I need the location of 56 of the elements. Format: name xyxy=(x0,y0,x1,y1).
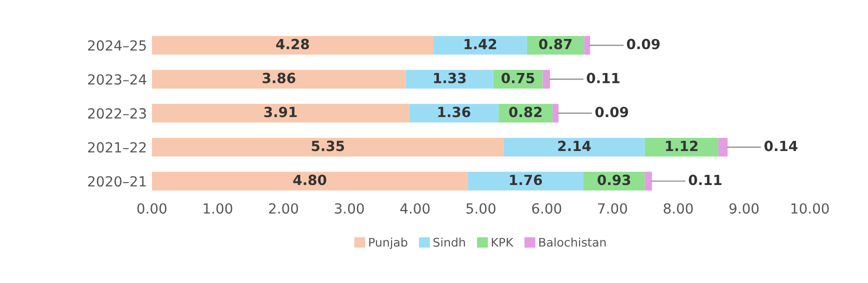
data-label: 1.33 xyxy=(434,72,466,84)
data-label: 1.12 xyxy=(666,140,698,151)
x-tick-label: 2.00 xyxy=(269,203,298,214)
data-label: 0.75 xyxy=(502,72,534,84)
x-tick-label: 5.00 xyxy=(466,203,496,214)
x-tick-label: 10.00 xyxy=(791,203,829,214)
data-label: 0.14 xyxy=(764,140,798,152)
bar xyxy=(584,36,590,55)
data-label: 5.35 xyxy=(312,140,344,152)
bar xyxy=(152,104,410,123)
legend-label: KPK xyxy=(492,238,514,247)
bar xyxy=(152,138,504,156)
data-label: 1.36 xyxy=(438,106,470,118)
data-label: 4.28 xyxy=(276,38,309,50)
legend-label: Balochistan xyxy=(539,238,606,247)
data-label: 1.76 xyxy=(510,174,542,186)
x-tick-label: 8.00 xyxy=(664,203,693,214)
bar xyxy=(644,138,718,156)
y-tick-label: 2020–21 xyxy=(88,176,146,187)
y-tick-label: 2022–23 xyxy=(88,108,146,119)
bar xyxy=(406,70,494,89)
y-tick-label: 2021–22 xyxy=(88,142,146,153)
data-label: 0.11 xyxy=(688,174,722,186)
bar xyxy=(504,138,645,156)
data-label: 1.42 xyxy=(464,38,496,50)
data-label: 4.80 xyxy=(293,174,326,186)
bar xyxy=(468,172,584,190)
bar xyxy=(644,172,652,190)
x-tick-label: 3.00 xyxy=(334,203,364,214)
data-label: 0.09 xyxy=(626,38,660,50)
y-tick-label: 2024–25 xyxy=(88,40,146,51)
bar xyxy=(542,70,550,89)
data-label: 0.93 xyxy=(598,174,630,186)
bar xyxy=(152,70,406,89)
x-tick-label: 7.00 xyxy=(598,203,627,214)
data-label: 0.82 xyxy=(509,106,542,118)
bar xyxy=(152,36,434,55)
data-label: 2.14 xyxy=(558,140,591,151)
x-tick-label: 0.00 xyxy=(137,203,166,214)
x-tick-label: 4.00 xyxy=(400,203,430,214)
data-label: 3.86 xyxy=(262,72,296,84)
data-label: 0.11 xyxy=(586,72,620,84)
data-label: 0.87 xyxy=(539,38,572,50)
data-label: 0.09 xyxy=(595,106,628,118)
legend-label: Sindh xyxy=(433,238,465,247)
x-tick-label: 1.00 xyxy=(204,203,232,214)
x-tick-label: 9.00 xyxy=(729,203,759,214)
bar xyxy=(552,104,559,123)
bar xyxy=(718,138,728,156)
bar xyxy=(152,172,468,190)
data-label: 3.91 xyxy=(264,106,297,118)
bar xyxy=(409,104,499,123)
legend-label: Punjab xyxy=(369,238,408,250)
bar xyxy=(434,36,527,55)
x-tick-label: 6.00 xyxy=(532,203,562,214)
y-tick-label: 2023–24 xyxy=(88,74,146,85)
